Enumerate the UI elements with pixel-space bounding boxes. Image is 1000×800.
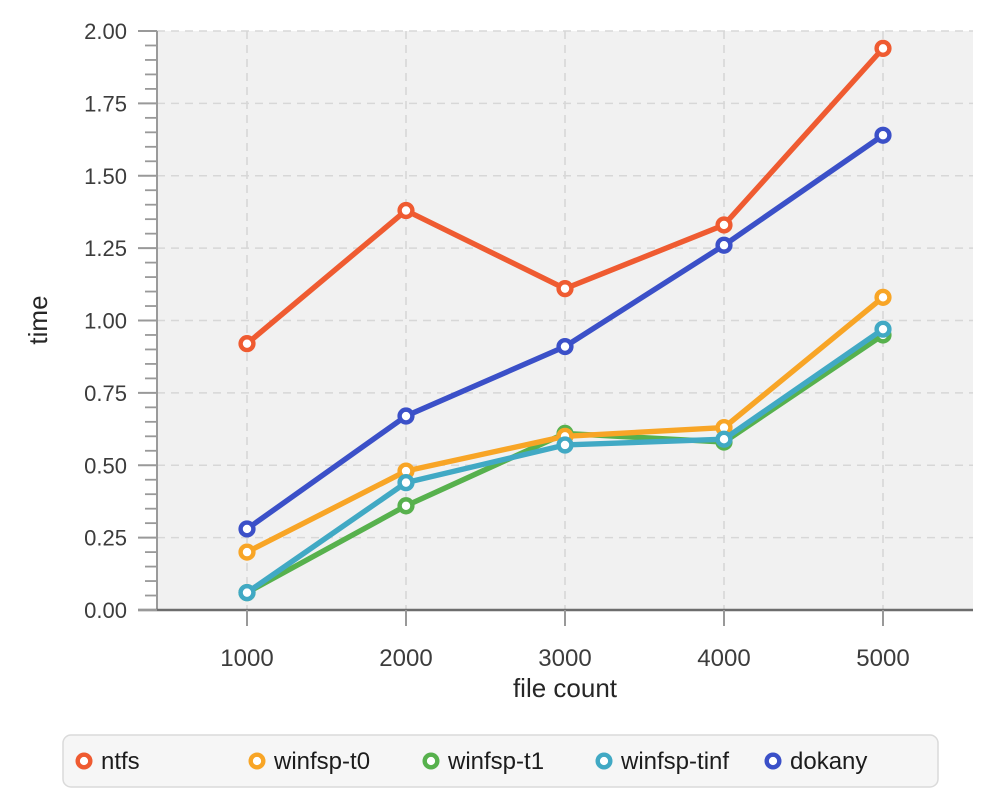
marker-dokany-4000	[715, 236, 733, 254]
series-lines	[238, 39, 892, 602]
marker-winfsp-t1-2000	[397, 497, 415, 515]
y-tick-label: 1.50	[84, 164, 127, 189]
marker-ntfs-5000	[874, 39, 892, 57]
marker-ntfs-2000	[397, 201, 415, 220]
x-tick-label: 1000	[220, 645, 273, 672]
legend: ntfs winfsp-t0 winfsp-t1 winfsp-tinf dokany	[62, 734, 939, 788]
legend-label-winfsp-tinf: winfsp-tinf	[620, 748, 729, 775]
x-tick-label: 4000	[697, 645, 750, 672]
y-axis-title: time	[23, 295, 53, 344]
marker-dokany-3000	[556, 337, 574, 356]
y-tick-label: 0.25	[84, 526, 127, 551]
marker-winfsp-tinf-2000	[397, 474, 415, 492]
legend-marker-winfsp-tinf	[595, 752, 613, 770]
y-tick-label: 0.75	[84, 381, 127, 406]
marker-ntfs-3000	[556, 280, 574, 298]
legend-item-dokany: dokany	[764, 748, 867, 775]
legend-label-ntfs: ntfs	[101, 748, 140, 775]
legend-label-dokany: dokany	[790, 748, 867, 775]
legend-box	[62, 734, 939, 788]
legend-label-winfsp-t1: winfsp-t1	[447, 748, 544, 775]
marker-ntfs-1000	[238, 335, 256, 353]
marker-dokany-2000	[397, 407, 415, 425]
x-tick-label: 2000	[379, 645, 432, 672]
marker-winfsp-t0-1000	[238, 543, 256, 561]
marker-winfsp-t0-5000	[874, 288, 892, 306]
y-tick-label: 0.50	[84, 453, 127, 478]
tick-labels: 0.00 0.25 0.50 0.75 1.00 1.25 1.50 1.75 2.00 1000…	[84, 19, 910, 672]
marker-winfsp-tinf-3000	[556, 436, 574, 454]
x-tick-label: 5000	[856, 645, 909, 672]
y-tick-label: 1.00	[84, 309, 127, 334]
marker-winfsp-tinf-1000	[238, 584, 256, 602]
marker-dokany-5000	[874, 126, 892, 144]
marker-winfsp-tinf-5000	[874, 320, 892, 338]
legend-marker-dokany	[764, 752, 782, 770]
legend-marker-winfsp-t1	[422, 752, 440, 770]
marker-dokany-1000	[238, 520, 256, 538]
marker-winfsp-tinf-4000	[715, 430, 733, 448]
y-tick-label: 1.75	[84, 91, 127, 116]
legend-marker-ntfs	[75, 752, 93, 770]
x-tick-label: 3000	[538, 645, 591, 672]
y-tick-label: 0.00	[84, 598, 127, 623]
y-tick-label: 2.00	[84, 19, 127, 44]
legend-item-winfsp-tinf: winfsp-tinf	[595, 748, 729, 775]
legend-marker-winfsp-t0	[248, 752, 266, 770]
axis-ticks	[138, 30, 884, 626]
legend-item-winfsp-t1: winfsp-t1	[422, 748, 544, 775]
y-tick-label: 1.25	[84, 236, 127, 261]
legend-item-winfsp-t0: winfsp-t0	[248, 748, 370, 775]
marker-ntfs-4000	[715, 216, 733, 234]
legend-label-winfsp-t0: winfsp-t0	[273, 748, 370, 775]
legend-item-ntfs: ntfs	[75, 748, 140, 775]
x-axis-title: file count	[513, 673, 618, 703]
